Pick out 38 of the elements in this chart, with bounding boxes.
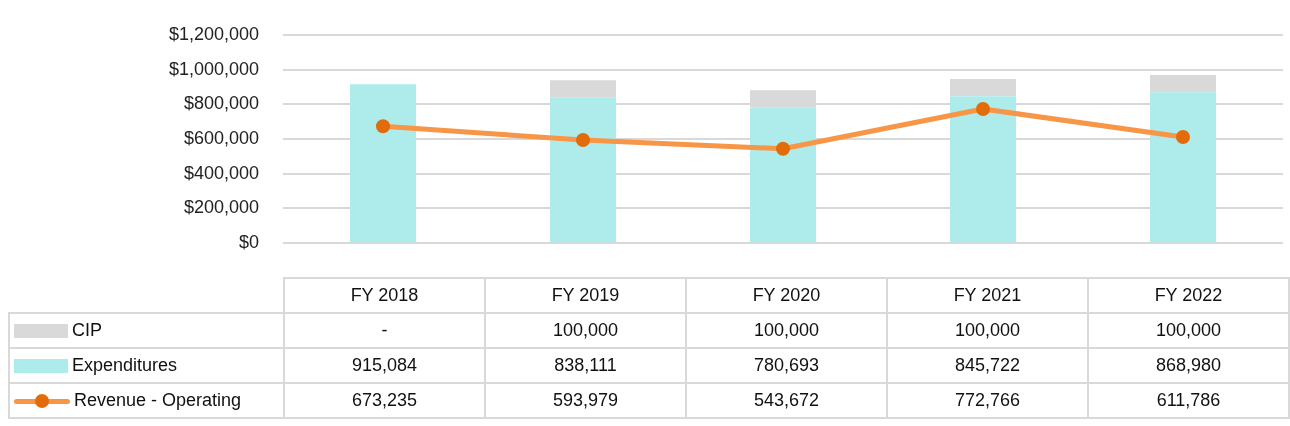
bar xyxy=(550,80,616,98)
legend-label: Expenditures xyxy=(9,348,284,383)
y-tick-label: $400,000 xyxy=(183,162,259,183)
data-label: 593,979 xyxy=(485,383,686,418)
data-label: 100,000 xyxy=(485,313,686,348)
data-label: 772,766 xyxy=(887,383,1088,418)
x-tick-label: FY 2020 xyxy=(686,278,887,313)
y-tick-label: $1,000,000 xyxy=(168,58,259,79)
data-label: 780,693 xyxy=(686,348,887,383)
bar xyxy=(950,78,1016,97)
y-tick-label: $600,000 xyxy=(183,127,259,148)
y-tick-label: $0 xyxy=(238,232,259,253)
data-label: 868,980 xyxy=(1088,348,1289,383)
y-tick-label: $200,000 xyxy=(183,197,259,218)
x-tick-label: FY 2021 xyxy=(887,278,1088,313)
data-label: 100,000 xyxy=(1088,313,1289,348)
data-label: - xyxy=(284,313,485,348)
data-label: 845,722 xyxy=(887,348,1088,383)
bar xyxy=(1150,74,1216,93)
data-label: 611,786 xyxy=(1088,383,1289,418)
bar xyxy=(350,84,416,243)
x-tick-label: FY 2019 xyxy=(485,278,686,313)
bar xyxy=(1150,92,1216,243)
data-label: 100,000 xyxy=(686,313,887,348)
data-label: 915,084 xyxy=(284,348,485,383)
x-tick-label: FY 2022 xyxy=(1088,278,1289,313)
x-tick-label: FY 2018 xyxy=(284,278,485,313)
data-label: 100,000 xyxy=(887,313,1088,348)
y-tick-label: $800,000 xyxy=(183,93,259,114)
data-label: 543,672 xyxy=(686,383,887,418)
legend-label: CIP xyxy=(9,313,284,348)
data-label: 838,111 xyxy=(485,348,686,383)
legend-label: Revenue - Operating xyxy=(9,383,284,418)
bar xyxy=(950,96,1016,243)
bar xyxy=(750,107,816,243)
bar xyxy=(550,97,616,243)
data-label: 673,235 xyxy=(284,383,485,418)
y-tick-label: $1,200,000 xyxy=(168,23,259,44)
